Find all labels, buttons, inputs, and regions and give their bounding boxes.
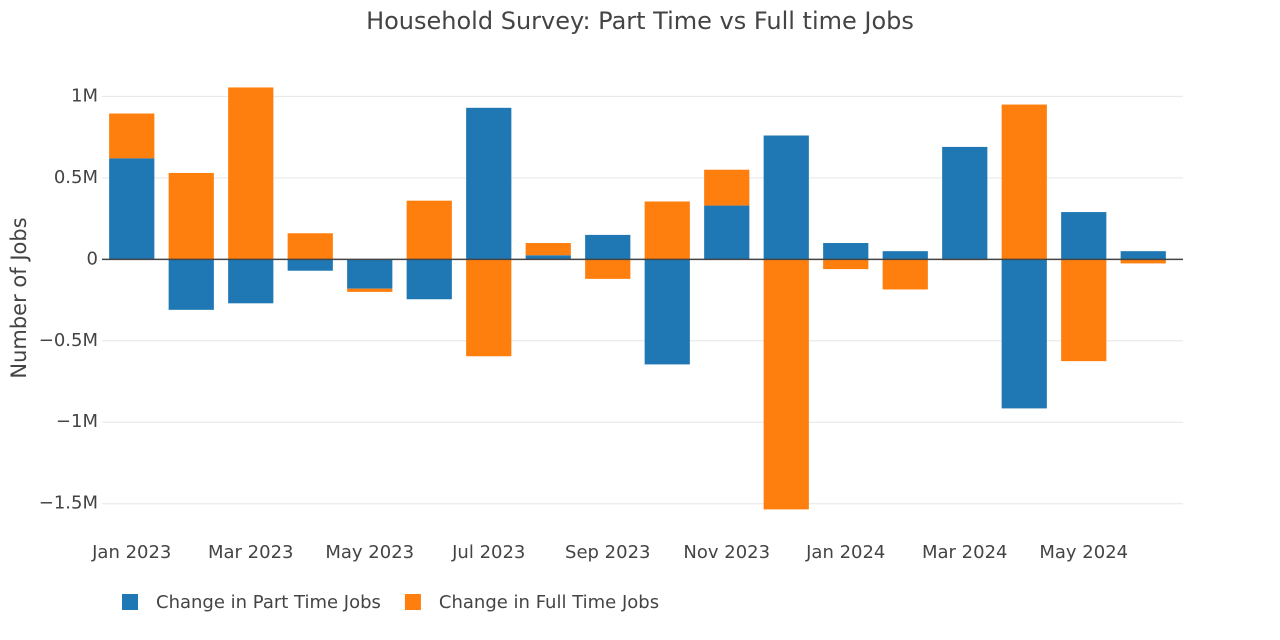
bar [1120,251,1166,260]
bar [1120,259,1166,264]
bar [466,259,512,357]
bar [406,200,452,260]
bar [168,172,214,260]
x-tick-label: Jul 2023 [451,542,525,563]
bar [763,259,809,510]
bar [644,201,690,260]
bar [823,259,869,270]
bar [228,259,274,304]
y-tick-label: 0.5M [54,167,98,188]
bar [1061,212,1107,260]
x-tick-label: May 2023 [325,542,414,563]
bar [1061,259,1107,362]
bar [525,255,571,260]
x-tick-label: Jan 2023 [91,542,171,563]
x-tick-label: Mar 2024 [922,542,1008,563]
bar [347,288,393,292]
bar [287,233,333,260]
y-tick-label: −1.5M [39,493,98,514]
bar [882,251,928,260]
legend-swatch [122,594,138,610]
y-tick-label: 0 [87,248,98,269]
x-tick-label: May 2024 [1039,542,1128,563]
x-tick-label: Mar 2023 [208,542,294,563]
bar [109,113,155,159]
bar [406,259,452,300]
y-tick-label: −0.5M [39,330,98,351]
bar [704,205,750,260]
y-tick-label: 1M [71,85,98,106]
bar [942,146,988,260]
y-tick-label: −1M [56,411,98,432]
bar [347,259,393,289]
bar [168,259,214,310]
legend-label: Change in Part Time Jobs [156,592,381,613]
bar [109,158,155,260]
legend-label: Change in Full Time Jobs [439,592,659,613]
bar [466,107,512,260]
bar [882,259,928,290]
legend-swatch [404,594,421,610]
y-axis-label: Number of Jobs [7,217,31,378]
x-tick-label: Nov 2023 [683,542,770,563]
bar [644,259,690,365]
bar [763,135,809,260]
chart-title: Household Survey: Part Time vs Full time… [366,7,914,35]
bar [704,169,750,206]
bar [228,87,274,260]
bar [525,243,571,256]
x-tick-label: Jan 2024 [805,542,885,563]
bar [287,259,333,271]
bar [585,259,631,279]
bar [823,243,869,260]
x-tick-label: Sep 2023 [565,542,650,563]
bar [1001,104,1047,260]
bar [1001,259,1047,409]
bar [585,234,631,260]
